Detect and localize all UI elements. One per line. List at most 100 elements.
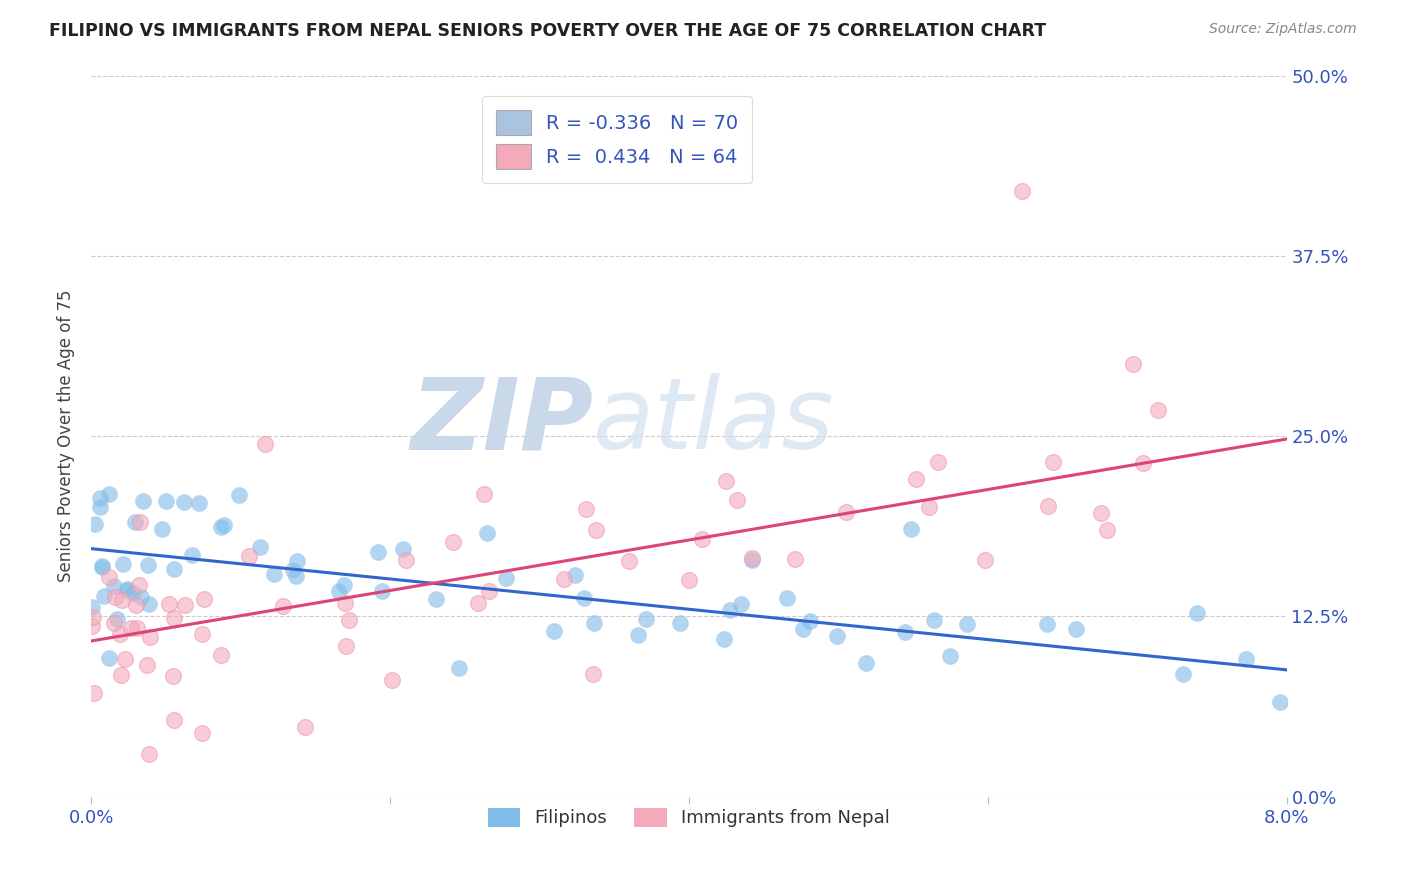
Point [294, 720, 316, 734]
Point [553, 572, 575, 586]
Point [713, 632, 735, 647]
Point [83, 686, 105, 700]
Point [263, 566, 285, 581]
Point [159, 598, 181, 612]
Point [474, 487, 496, 501]
Text: ZIP: ZIP [411, 373, 593, 470]
Point [1171, 667, 1194, 681]
Point [80, 619, 103, 633]
Point [97, 650, 120, 665]
Point [855, 656, 877, 670]
Point [139, 630, 162, 644]
Point [574, 591, 596, 606]
Point [792, 622, 814, 636]
Point [209, 648, 232, 662]
Point [1185, 606, 1208, 620]
Point [730, 597, 752, 611]
Point [927, 455, 949, 469]
Point [97, 569, 120, 583]
Point [741, 553, 763, 567]
Point [104, 590, 127, 604]
Point [120, 621, 142, 635]
Point [394, 553, 416, 567]
Point [1011, 184, 1033, 198]
Point [163, 562, 186, 576]
Point [1268, 694, 1291, 708]
Point [82, 609, 104, 624]
Point [827, 629, 849, 643]
Point [1090, 506, 1112, 520]
Point [939, 648, 962, 663]
Point [155, 494, 177, 508]
Point [1064, 622, 1087, 636]
Point [1122, 357, 1144, 371]
Point [249, 541, 271, 555]
Point [138, 597, 160, 611]
Point [583, 615, 606, 630]
Point [956, 616, 979, 631]
Point [110, 667, 132, 681]
Point [441, 535, 464, 549]
Point [741, 551, 763, 566]
Point [328, 583, 350, 598]
Point [1146, 402, 1168, 417]
Point [585, 523, 607, 537]
Point [626, 628, 648, 642]
Point [98, 487, 121, 501]
Point [776, 591, 799, 605]
Point [124, 515, 146, 529]
Point [273, 599, 295, 614]
Point [335, 596, 357, 610]
Point [285, 569, 308, 583]
Text: Source: ZipAtlas.com: Source: ZipAtlas.com [1209, 22, 1357, 37]
Point [89, 500, 111, 515]
Point [180, 548, 202, 562]
Text: FILIPINO VS IMMIGRANTS FROM NEPAL SENIORS POVERTY OVER THE AGE OF 75 CORRELATION: FILIPINO VS IMMIGRANTS FROM NEPAL SENIOR… [49, 22, 1046, 40]
Point [425, 592, 447, 607]
Point [105, 612, 128, 626]
Point [392, 542, 415, 557]
Point [132, 494, 155, 508]
Point [115, 583, 138, 598]
Point [922, 613, 945, 627]
Point [564, 568, 586, 582]
Point [136, 558, 159, 572]
Point [129, 590, 152, 604]
Point [918, 500, 941, 514]
Point [581, 666, 603, 681]
Point [1132, 456, 1154, 470]
Point [575, 501, 598, 516]
Point [190, 726, 212, 740]
Point [371, 584, 394, 599]
Point [129, 515, 152, 529]
Point [162, 669, 184, 683]
Point [281, 563, 304, 577]
Point [1234, 651, 1257, 665]
Point [122, 586, 145, 600]
Point [718, 603, 741, 617]
Point [82, 599, 104, 614]
Point [238, 549, 260, 563]
Point [894, 624, 917, 639]
Point [135, 658, 157, 673]
Point [835, 505, 858, 519]
Point [467, 596, 489, 610]
Text: atlas: atlas [593, 373, 835, 470]
Point [163, 610, 186, 624]
Point [190, 627, 212, 641]
Point [495, 571, 517, 585]
Point [634, 612, 657, 626]
Point [900, 522, 922, 536]
Point [163, 713, 186, 727]
Point [150, 522, 173, 536]
Point [193, 591, 215, 606]
Point [91, 558, 114, 573]
Point [83, 516, 105, 531]
Point [173, 495, 195, 509]
Point [285, 554, 308, 568]
Point [1042, 455, 1064, 469]
Point [128, 578, 150, 592]
Point [209, 519, 232, 533]
Point [714, 475, 737, 489]
Y-axis label: Seniors Poverty Over the Age of 75: Seniors Poverty Over the Age of 75 [58, 290, 75, 582]
